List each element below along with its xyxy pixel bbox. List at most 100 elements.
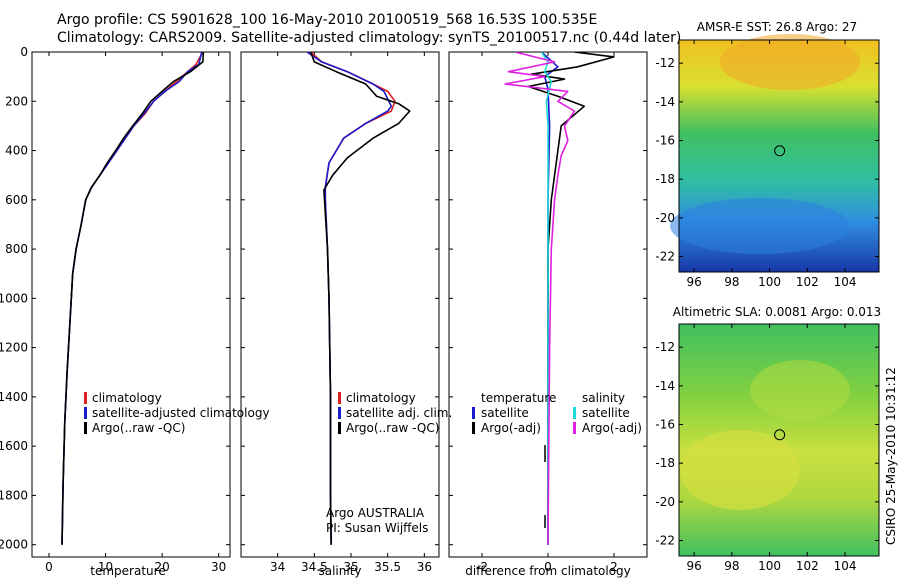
- legend-swatch-sal-argo: [338, 422, 341, 434]
- depth-tick-label: 0: [20, 45, 28, 59]
- float-position-marker: [774, 145, 786, 157]
- difference-temperature-legend: temperature satellite Argo(-adj): [472, 391, 556, 435]
- series-line: [527, 52, 615, 545]
- figure-title-line1: Argo profile: CS 5901628_100 16-May-2010…: [57, 12, 597, 28]
- legend-label-temp-argo: Argo(-adj): [481, 421, 541, 435]
- legend-label-sal-argo-diff: Argo(-adj): [582, 421, 642, 435]
- float-program-label: Argo AUSTRALIA: [326, 506, 425, 520]
- map-y-tick-label: -12: [655, 340, 675, 354]
- difference-panel: -2 0 2 difference from climatology tempera…: [448, 51, 648, 578]
- series-line: [61, 52, 205, 545]
- temperature-plot-frame: [31, 51, 231, 558]
- x-tick-label: 34.5: [301, 560, 328, 574]
- series-line: [310, 52, 396, 545]
- map-x-tick-label: 98: [724, 559, 739, 573]
- depth-tick-label: 1000: [0, 291, 28, 305]
- map-y-tick-label: -18: [655, 172, 675, 186]
- x-tick-label: 36: [417, 560, 432, 574]
- series-line: [309, 52, 411, 545]
- x-tick-label: -2: [476, 560, 488, 574]
- x-tick-label: 10: [98, 560, 113, 574]
- x-tick-label: 0: [544, 560, 552, 574]
- map-x-tick-label: 98: [724, 275, 739, 289]
- salinity-legend: climatology satellite adj. clim. Argo(..…: [338, 391, 452, 435]
- side-credit: CSIRO 25-May-2010 10:31:12: [884, 367, 898, 545]
- legend-swatch-temp-argo: [472, 422, 475, 434]
- map-x-tick-label: 100: [758, 559, 781, 573]
- legend-label-sal-satellite: satellite adj. clim.: [346, 406, 452, 420]
- x-tick-label: 20: [154, 560, 169, 574]
- difference-salinity-legend: salinity satellite Argo(-adj): [573, 391, 642, 435]
- series-line: [504, 52, 576, 545]
- x-tick-label: 2: [610, 560, 618, 574]
- map-y-tick-label: -18: [655, 456, 675, 470]
- sst-warm-patch: [720, 34, 860, 90]
- legend-swatch-sal-satellite: [338, 407, 341, 419]
- legend-swatch-climatology: [84, 392, 87, 404]
- depth-axis: 0 200 400 600 800 1000 1200 1400 1600 1800 2000: [0, 45, 230, 552]
- legend-label-sal-argo: Argo(..raw -QC): [346, 421, 439, 435]
- legend-label-temp-satellite: satellite: [481, 406, 529, 420]
- legend-swatch-sal-satellite-diff: [573, 407, 576, 419]
- legend-swatch-sal-argo-diff: [573, 422, 576, 434]
- salinity-axis-label: salinity: [318, 564, 361, 578]
- legend-label-sal-climatology: climatology: [346, 391, 416, 405]
- temperature-x-axis: 0 10 20 30: [45, 52, 226, 574]
- sst-map-panel: AMSR-E SST: 26.8 Argo: 27 96 98 100 102 104 -…: [655, 20, 880, 289]
- map-x-tick-label: 102: [796, 275, 819, 289]
- sst-map-axes: 96 98 100 102 104 -12 -14 -16 -18 -20 -22: [655, 40, 879, 289]
- map-y-tick-label: -16: [655, 418, 675, 432]
- map-y-tick-label: -20: [655, 495, 675, 509]
- legend-swatch-temp-satellite: [472, 407, 475, 419]
- sla-map-title: Altimetric SLA: 0.0081 Argo: 0.013: [673, 305, 881, 319]
- depth-tick-label: 1600: [0, 439, 28, 453]
- depth-tick-label: 1400: [0, 390, 28, 404]
- sla-map-frame: [678, 323, 880, 557]
- legend-heading-salinity: salinity: [582, 391, 625, 405]
- map-x-tick-label: 104: [834, 559, 857, 573]
- temperature-axis-label: temperature: [90, 564, 165, 578]
- depth-tick-label: 800: [5, 242, 28, 256]
- float-position-marker: [774, 429, 786, 441]
- figure-title-line2: Climatology: CARS2009. Satellite-adjuste…: [57, 30, 681, 46]
- salinity-panel: 34 34.5 35 35.5 36 salinity climatology sate…: [240, 51, 452, 578]
- map-x-tick-label: 104: [834, 275, 857, 289]
- map-y-tick-label: -14: [655, 379, 675, 393]
- sst-cool-patch: [670, 198, 850, 254]
- depth-tick-label: 1800: [0, 488, 28, 502]
- legend-swatch-sal-climatology: [338, 392, 341, 404]
- sla-map-axes: 96 98 100 102 104 -12 -14 -16 -18 -20 -22: [655, 324, 879, 573]
- map-x-tick-label: 100: [758, 275, 781, 289]
- salinity-plot-frame: [240, 51, 440, 558]
- legend-swatch-satellite-adjusted: [84, 407, 87, 419]
- legend-label-climatology: climatology: [92, 391, 162, 405]
- x-tick-label: 34: [270, 560, 285, 574]
- depth-tick-label: 1200: [0, 341, 28, 355]
- x-tick-label: 0: [45, 560, 53, 574]
- legend-label-sal-satellite-diff: satellite: [582, 406, 630, 420]
- depth-tick-label: 600: [5, 193, 28, 207]
- map-y-tick-label: -16: [655, 134, 675, 148]
- map-y-tick-label: -12: [655, 56, 675, 70]
- map-x-tick-label: 102: [796, 559, 819, 573]
- legend-heading-temperature: temperature: [481, 391, 556, 405]
- x-tick-label: 30: [211, 560, 226, 574]
- map-x-tick-label: 96: [686, 559, 701, 573]
- difference-axis-label: difference from climatology: [465, 564, 631, 578]
- difference-depth-ticks: [449, 51, 647, 546]
- map-y-tick-label: -22: [655, 250, 675, 264]
- sst-map-frame: [678, 39, 880, 273]
- legend-swatch-argo: [84, 422, 87, 434]
- map-y-tick-label: -22: [655, 534, 675, 548]
- depth-tick-label: 400: [5, 144, 28, 158]
- x-tick-label: 35.5: [374, 560, 401, 574]
- salinity-x-axis: 34 34.5 35 35.5 36: [270, 52, 432, 574]
- map-y-tick-label: -20: [655, 211, 675, 225]
- map-x-tick-label: 96: [686, 275, 701, 289]
- depth-tick-label: 2000: [0, 538, 28, 552]
- principal-investigator-label: PI: Susan Wijffels: [326, 521, 428, 535]
- series-line: [306, 52, 393, 545]
- sst-map-title: AMSR-E SST: 26.8 Argo: 27: [697, 20, 857, 34]
- sla-high-patch: [750, 360, 850, 420]
